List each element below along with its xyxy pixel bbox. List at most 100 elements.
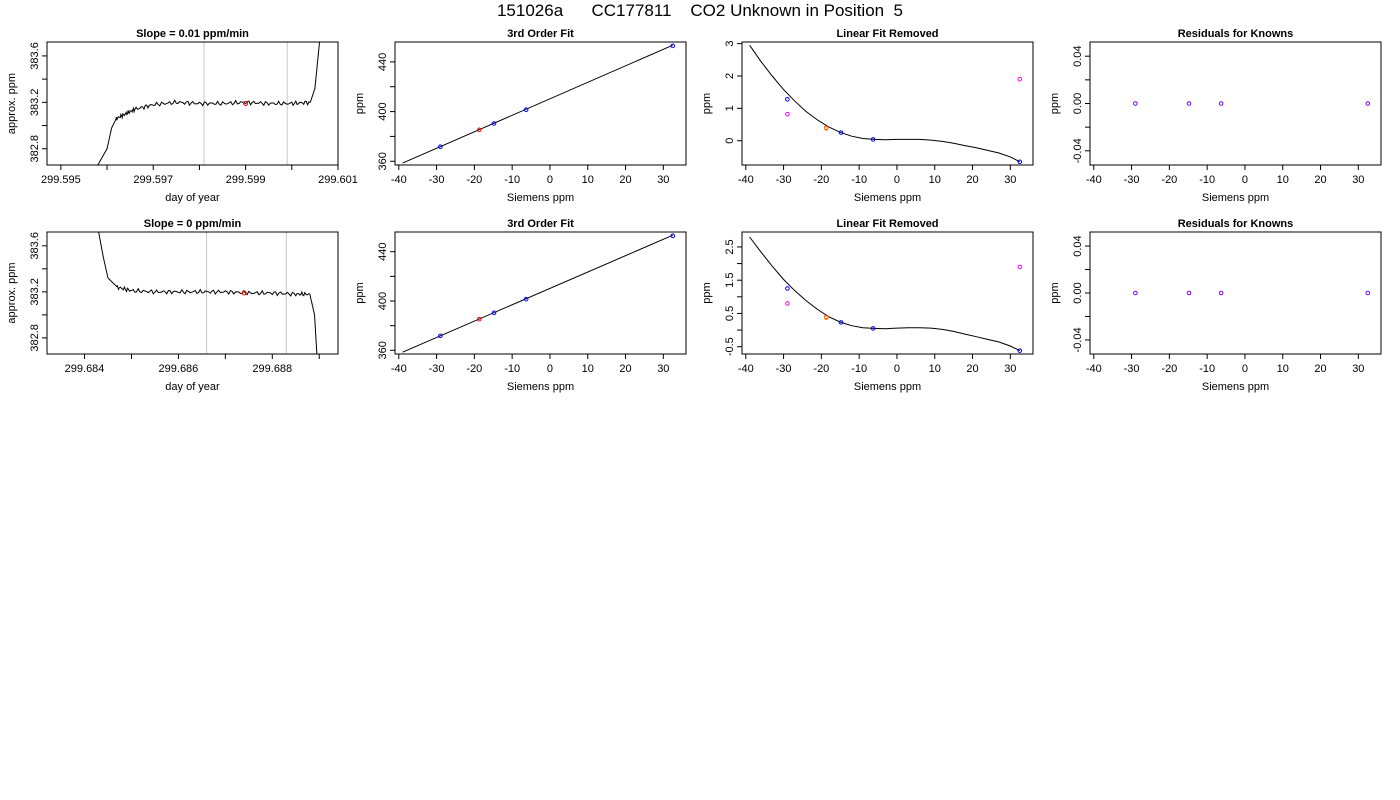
- x-tick-label-3: -20: [813, 363, 829, 375]
- y-tick-label-1: -0.04: [1072, 327, 1084, 352]
- data-point-3: [1218, 101, 1224, 106]
- chart-title: Slope = 0 ppm/min: [144, 218, 242, 230]
- data-point-3: [491, 121, 497, 126]
- chart-title: Linear Fit Removed: [836, 28, 938, 40]
- x-tick-label-8: 30: [1352, 363, 1364, 375]
- x-tick-label-6: 10: [929, 174, 941, 186]
- x-tick-label-1: -40: [738, 363, 754, 375]
- x-tick-label-8: 30: [657, 363, 669, 375]
- y-tick-label-1: 360: [377, 152, 389, 170]
- x-tick-label-2: -30: [776, 174, 792, 186]
- y-tick-label-5: 0.04: [1072, 45, 1084, 66]
- data-point-1: [438, 144, 443, 150]
- data-point-7: [1017, 264, 1023, 270]
- x-tick-label-7: 20: [619, 363, 631, 375]
- x-tick-label-2: -30: [429, 174, 445, 186]
- page-title: 151026a CC177811 CO2 Unknown in Position…: [496, 1, 904, 20]
- x-tick-label-8: 30: [1004, 363, 1016, 375]
- y-axis-label: approx. ppm: [6, 73, 18, 134]
- y-tick-label-3: 0.5: [724, 306, 736, 321]
- data-point-2: [1186, 290, 1192, 296]
- x-tick-label-3: -20: [466, 174, 482, 186]
- x-tick-label-5: 299.688: [252, 363, 292, 375]
- data-point-2: [476, 127, 482, 133]
- y-tick-label-4: 3: [724, 41, 736, 47]
- x-tick-label-4: -10: [851, 174, 867, 186]
- x-tick-label-1: -40: [1086, 174, 1102, 186]
- x-tick-label-5: 0: [547, 363, 553, 375]
- fit-curve: [402, 234, 673, 353]
- x-tick-label-6: 10: [1277, 363, 1289, 375]
- y-axis-label: ppm: [1049, 93, 1061, 114]
- data-point-1: [1133, 101, 1138, 106]
- y-tick-label-1: 382.8: [29, 324, 41, 352]
- chart-panel-2: -40 -30 -20 -10 0 10 20 30 360 400 440 3rd Order Fi…: [354, 28, 687, 204]
- y-tick-label-5: 440: [377, 53, 389, 71]
- y-tick-label-3: 400: [377, 102, 389, 120]
- x-tick-label-1: 299.595: [41, 174, 81, 186]
- x-tick-label-4: -10: [504, 363, 520, 375]
- plot-frame: [394, 41, 687, 166]
- chart-title: Residuals for Knowns: [1178, 28, 1294, 40]
- x-tick-label-3: -20: [466, 363, 482, 375]
- data-point-2: [785, 301, 790, 306]
- data-point-1: [785, 286, 790, 291]
- plot-frame: [741, 41, 1034, 166]
- data-point-6: [870, 137, 876, 142]
- x-axis-label: Siemens ppm: [854, 381, 921, 393]
- chart-title: Slope = 0.01 ppm/min: [136, 28, 249, 40]
- x-tick-label-1: -40: [391, 363, 407, 375]
- y-tick-label-1: 360: [377, 341, 389, 359]
- x-tick-label-7: 20: [966, 174, 978, 186]
- y-tick-label-5: 440: [377, 243, 389, 261]
- data-point-2: [476, 316, 482, 322]
- y-tick-label-5: 1.5: [724, 273, 736, 288]
- data-point-2: [785, 111, 790, 117]
- x-axis-label: Siemens ppm: [507, 192, 574, 204]
- y-tick-label-2: 1: [724, 105, 736, 111]
- chart-panel-4: -40 -30 -20 -10 0 10 20 30 -0.04 0.00 0.04 Residual…: [1049, 28, 1382, 204]
- x-tick-label-5: 0: [547, 174, 553, 186]
- y-axis-label: ppm: [701, 282, 713, 303]
- x-tick-label-5: 0: [1242, 363, 1248, 375]
- y-tick-label-3: 0.00: [1072, 93, 1084, 114]
- y-tick-label-3: 0.00: [1072, 282, 1084, 303]
- data-point-1: [1133, 290, 1138, 296]
- data-point-6: [870, 326, 876, 331]
- x-tick-label-3: -20: [1161, 174, 1177, 186]
- chart-panel-5: 299.684 299.686 299.688 382.8 383.2 383.6 Slop…: [6, 218, 339, 393]
- x-tick-label-1: -40: [1086, 363, 1102, 375]
- y-axis-label: ppm: [1049, 282, 1061, 303]
- data-point-4: [1365, 101, 1371, 106]
- y-axis-label: approx. ppm: [6, 262, 18, 323]
- y-tick-label-5: 383.6: [29, 42, 41, 70]
- x-axis-label: Siemens ppm: [507, 381, 574, 393]
- x-tick-label-4: -10: [504, 174, 520, 186]
- y-tick-label-3: 383.2: [29, 278, 41, 306]
- data-point-2: [1186, 101, 1192, 106]
- y-tick-label-5: 383.6: [29, 232, 41, 260]
- x-tick-label-4: -10: [1199, 174, 1215, 186]
- x-tick-label-3: -20: [813, 174, 829, 186]
- x-tick-label-7: 299.601: [318, 174, 358, 186]
- data-point-8: [1017, 159, 1023, 165]
- data-point-3: [1218, 290, 1224, 296]
- chart-panel-7: -40 -30 -20 -10 0 10 20 30 -0.5 0.5 1.5 2.5 Linear F…: [701, 218, 1034, 393]
- chart-title: 3rd Order Fit: [507, 28, 574, 40]
- data-point-5: [838, 320, 844, 325]
- x-tick-label-1: 299.684: [65, 363, 105, 375]
- data-point-5: [670, 43, 676, 49]
- x-axis-label: day of year: [165, 381, 220, 393]
- series-trace: [98, 232, 318, 354]
- data-point-7: [1017, 76, 1023, 82]
- y-axis-label: ppm: [354, 93, 366, 114]
- x-axis-label: Siemens ppm: [1202, 192, 1269, 204]
- x-tick-label-8: 30: [1352, 174, 1364, 186]
- x-tick-label-7: 20: [619, 174, 631, 186]
- y-tick-label-5: 0.04: [1072, 235, 1084, 256]
- x-tick-label-7: 20: [1314, 174, 1326, 186]
- x-tick-label-6: 10: [929, 363, 941, 375]
- marker-point-1: [241, 290, 247, 296]
- y-tick-label-3: 2: [724, 73, 736, 79]
